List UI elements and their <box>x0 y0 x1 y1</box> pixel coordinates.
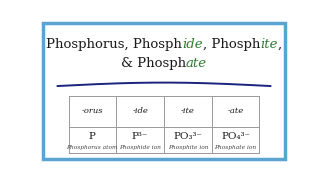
Text: Phosphorus, Phosph: Phosphorus, Phosph <box>46 38 182 51</box>
Text: -ite: -ite <box>181 107 195 115</box>
Text: Phosphorus atom: Phosphorus atom <box>67 145 118 150</box>
Text: Phosphate ion: Phosphate ion <box>214 145 257 150</box>
Text: ide: ide <box>182 38 203 51</box>
Text: ite: ite <box>260 38 278 51</box>
Text: -ate: -ate <box>228 107 244 115</box>
Text: -ide: -ide <box>132 107 148 115</box>
Text: & Phosph: & Phosph <box>121 57 186 70</box>
Text: P³⁻: P³⁻ <box>132 132 148 141</box>
Text: , Phosph: , Phosph <box>203 38 260 51</box>
Text: P: P <box>89 132 96 141</box>
Text: Phosphide ion: Phosphide ion <box>119 145 161 150</box>
Text: -orus: -orus <box>82 107 103 115</box>
Text: Phosphite ion: Phosphite ion <box>168 145 208 150</box>
Text: PO₃³⁻: PO₃³⁻ <box>173 132 202 141</box>
Text: PO₄³⁻: PO₄³⁻ <box>221 132 250 141</box>
Text: ate: ate <box>186 57 207 70</box>
Text: ,: , <box>278 38 282 51</box>
